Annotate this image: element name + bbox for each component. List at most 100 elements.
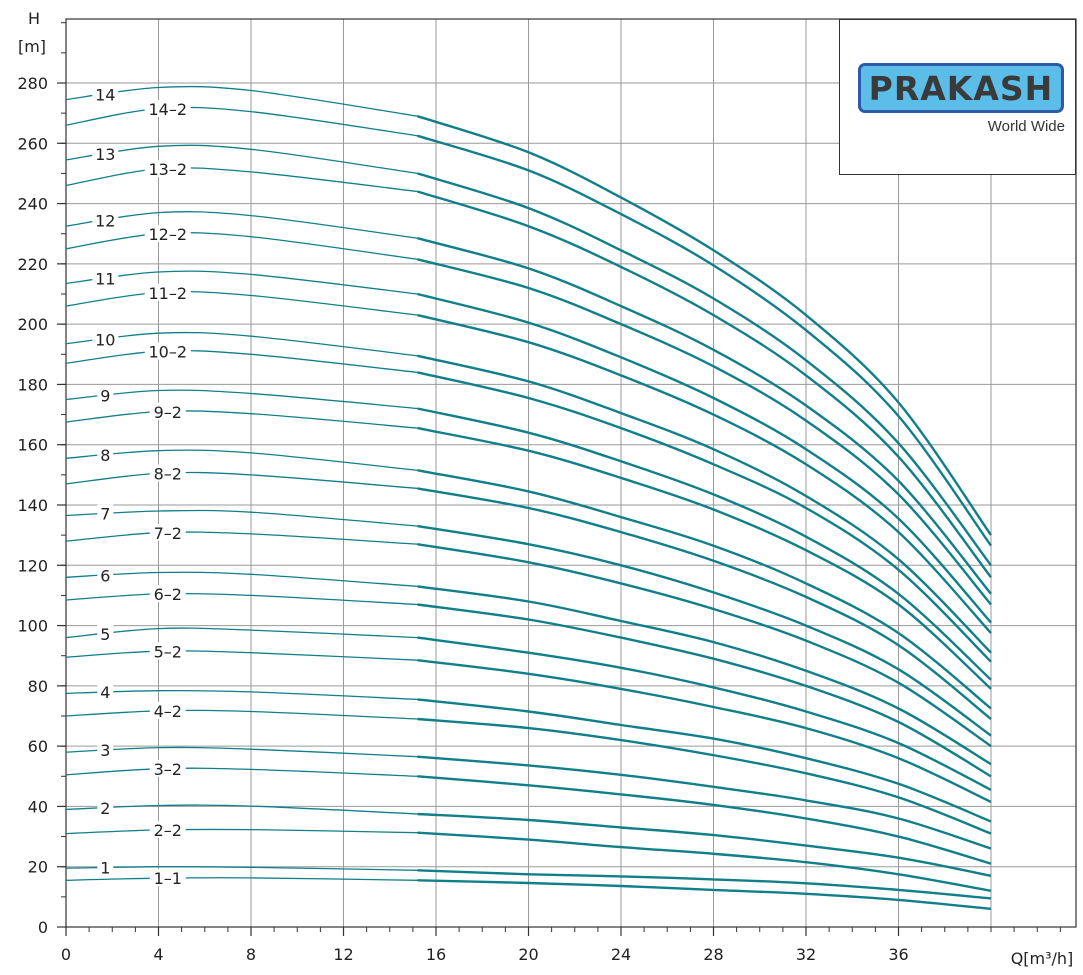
curve-label-bg [92, 145, 119, 163]
curve-label-4: 4 [100, 683, 110, 702]
y-tick-label: 20 [28, 858, 48, 877]
curve-label-bg [149, 759, 186, 777]
curve-label-6: 6 [100, 566, 110, 585]
y-tick-label: 60 [28, 737, 48, 756]
curve-label-bg [149, 820, 186, 838]
curve-label-bg [149, 402, 186, 420]
curve-14-operating [417, 115, 992, 536]
curve-labels: 1 1–1 2 2–2 3 3–2 4 4–2 5 5–2 6 6–2 7 7–2 8 8–2 9 9–2 10 10… [92, 85, 191, 888]
curve-label-bg [149, 464, 186, 482]
curve-10-operating [417, 354, 992, 654]
curve-7-operating [417, 524, 992, 737]
x-tick-label: 4 [153, 945, 163, 964]
curve-11-2-low-flow [65, 290, 418, 316]
curve-label-9-2: 9–2 [154, 403, 182, 422]
x-tick-label: 8 [246, 945, 256, 964]
curve-3-low-flow [65, 746, 418, 758]
curve-5-2-low-flow [65, 650, 418, 661]
curve-11-2-operating [417, 313, 992, 634]
axes: 0 4 8 12 16 20 24 28 32 3602040608010012014016018… [17, 18, 1077, 964]
curve-label-2: 2 [100, 799, 110, 818]
plot-frame [65, 18, 1077, 928]
curve-8-low-flow [65, 449, 418, 471]
x-tick-label: 16 [426, 945, 446, 964]
curve-label-14: 14 [95, 85, 115, 104]
curve-label-12-2: 12–2 [148, 225, 187, 244]
curve-12-2-low-flow [65, 232, 418, 260]
curve-label-14-2: 14–2 [148, 100, 187, 119]
curve-5-operating [417, 636, 992, 791]
y-tick-label: 260 [17, 134, 48, 153]
curve-14-2-operating [417, 134, 992, 547]
curve-label-bg [92, 330, 119, 348]
y-tick-label: 80 [28, 677, 48, 696]
curve-10-2-operating [417, 371, 992, 663]
curve-12-2-operating [417, 258, 992, 606]
curve-11-operating [417, 292, 992, 624]
curve-13-2-operating [417, 190, 992, 579]
curve-label-13: 13 [95, 145, 115, 164]
curve-9-low-flow [65, 389, 418, 410]
curve-label-bg [149, 869, 186, 887]
curve-1-1-operating [417, 879, 992, 911]
curve-9-2-operating [417, 426, 992, 690]
curve-label-11-2: 11–2 [148, 284, 187, 303]
curve-7-2-operating [417, 543, 992, 748]
curve-label-bg [97, 798, 114, 816]
curve-9-operating [417, 407, 992, 681]
curve-label-bg [149, 585, 186, 603]
curve-10-low-flow [65, 331, 418, 357]
curve-3-2-operating [417, 775, 992, 865]
y-tick-label: 280 [17, 74, 48, 93]
y-tick-label: 200 [17, 315, 48, 334]
curve-label-7: 7 [100, 505, 110, 524]
curve-2-2-low-flow [65, 828, 418, 835]
curve-label-8: 8 [100, 446, 110, 465]
curve-12-low-flow [65, 211, 418, 239]
x-tick-label: 12 [333, 945, 353, 964]
curve-4-low-flow [65, 689, 418, 701]
curve-13-operating [417, 172, 992, 567]
curve-label-bg [92, 211, 119, 229]
logo-panel: PRAKASH World Wide [839, 19, 1076, 175]
curve-label-bg [92, 269, 119, 287]
x-tick-label: 20 [518, 945, 538, 964]
curve-3-2-low-flow [65, 767, 418, 777]
curve-6-operating [417, 585, 992, 766]
curve-label-10: 10 [95, 330, 115, 349]
curve-label-1-1: 1–1 [154, 869, 182, 888]
curve-label-4-2: 4–2 [154, 702, 182, 721]
curve-label-5: 5 [100, 625, 110, 644]
curve-10-2-low-flow [65, 349, 418, 374]
x-axis-title: Q[m³/h] [1011, 949, 1074, 968]
curve-4-2-operating [417, 717, 992, 835]
curve-6-low-flow [65, 571, 418, 588]
curve-5-low-flow [65, 627, 418, 639]
curve-label-bg [97, 858, 114, 876]
y-tick-label: 220 [17, 255, 48, 274]
curve-label-12: 12 [95, 211, 115, 230]
curve-label-bg [149, 642, 186, 660]
curve-label-bg [97, 386, 114, 404]
curve-14-low-flow [65, 85, 418, 117]
curve-8-2-operating [417, 487, 992, 720]
curve-label-7-2: 7–2 [154, 524, 182, 543]
curve-7-2-low-flow [65, 531, 418, 545]
curve-label-bg [97, 504, 114, 522]
curve-label-bg [97, 446, 114, 464]
curve-1-operating [417, 869, 992, 900]
y-tick-label: 100 [17, 617, 48, 636]
x-tick-label: 36 [888, 945, 908, 964]
curve-14-2-low-flow [65, 106, 418, 137]
y-tick-label: 40 [28, 797, 48, 816]
curve-7-low-flow [65, 509, 418, 527]
curve-label-bg [144, 160, 191, 178]
curve-label-3: 3 [100, 741, 110, 760]
curve-label-bg [149, 701, 186, 719]
curve-label-bg [144, 342, 191, 360]
curve-3-operating [417, 755, 992, 850]
curve-13-2-low-flow [65, 167, 418, 193]
curve-6-2-low-flow [65, 592, 418, 606]
curve-label-bg [97, 683, 114, 701]
curve-label-bg [92, 85, 119, 103]
